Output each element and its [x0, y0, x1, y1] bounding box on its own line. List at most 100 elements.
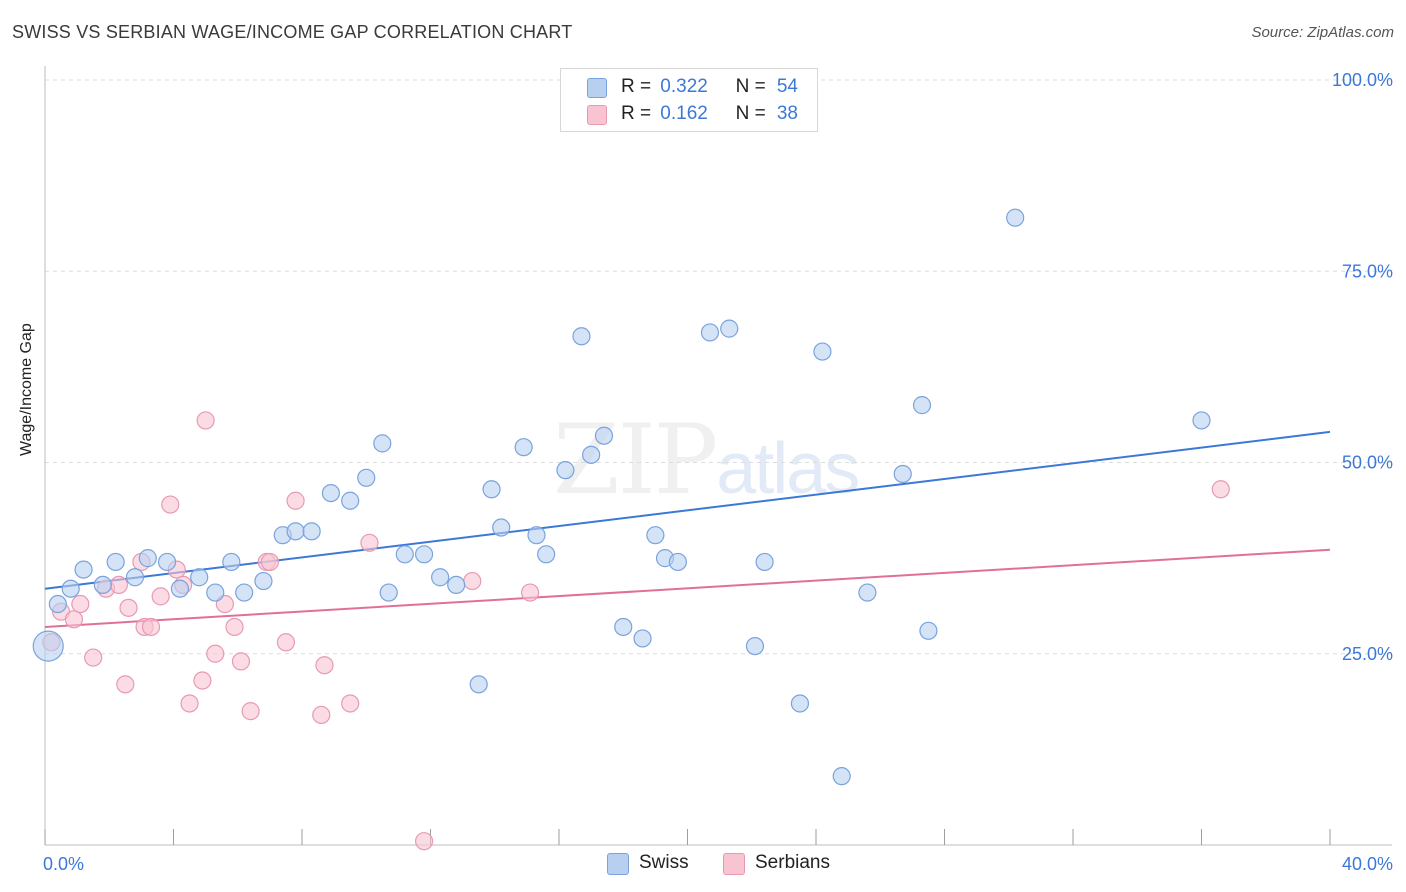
- point-serbians: [161, 495, 180, 514]
- legend-label-swiss: Swiss: [639, 852, 689, 873]
- watermark-zip: ZIP: [553, 404, 718, 516]
- axes: [44, 66, 1392, 846]
- point-swiss: [912, 396, 932, 415]
- point-swiss: [668, 552, 687, 572]
- point-swiss: [414, 545, 434, 564]
- n-label: N =: [735, 103, 766, 124]
- point-serbians: [206, 644, 225, 663]
- chart-title: SWISS VS SERBIAN WAGE/INCOME GAP CORRELA…: [12, 22, 573, 42]
- point-swiss: [190, 568, 209, 587]
- point-swiss: [206, 583, 225, 602]
- point-serbians: [225, 617, 244, 637]
- y-tick-label: 25.0%: [1342, 644, 1393, 664]
- point-serbians: [116, 675, 135, 694]
- point-swiss: [61, 579, 80, 598]
- point-serbians: [315, 656, 334, 675]
- point-swiss: [302, 522, 321, 541]
- point-serbians: [119, 598, 138, 617]
- point-swiss: [469, 675, 488, 694]
- point-serbians: [196, 411, 215, 430]
- point-swiss: [254, 571, 273, 591]
- y-tick-label: 75.0%: [1342, 261, 1393, 281]
- point-serbians: [151, 587, 170, 606]
- point-swiss: [832, 767, 851, 786]
- point-swiss: [813, 342, 832, 361]
- n-value: 38: [776, 103, 798, 124]
- y-axis-label: Wage/Income Gap: [18, 323, 35, 456]
- point-serbians: [414, 832, 434, 851]
- point-swiss: [755, 552, 774, 572]
- serbians-swatch: [723, 853, 745, 875]
- point-serbians: [312, 705, 331, 725]
- point-swiss: [594, 426, 614, 445]
- point-serbians: [231, 652, 251, 671]
- point-serbians: [360, 533, 379, 552]
- point-swiss: [157, 552, 177, 572]
- point-swiss: [745, 636, 765, 656]
- point-swiss: [373, 434, 392, 453]
- point-serbians: [193, 671, 212, 690]
- point-serbians: [463, 571, 482, 591]
- point-swiss: [537, 545, 556, 564]
- legend-label-serbians: Serbians: [755, 852, 830, 873]
- data-points: [32, 208, 1230, 851]
- serbians-swatch: [587, 105, 607, 125]
- point-serbians: [241, 702, 260, 721]
- point-swiss: [341, 491, 360, 510]
- swiss-swatch: [587, 78, 607, 98]
- point-serbians: [64, 610, 84, 629]
- point-serbians: [109, 575, 128, 595]
- tick-labels: 25.0% 50.0% 75.0% 100.0% 0.0% 40.0%: [43, 70, 1393, 874]
- n-label: N =: [735, 76, 766, 97]
- point-swiss: [1192, 411, 1211, 430]
- point-swiss: [235, 583, 254, 602]
- point-swiss: [1006, 208, 1025, 227]
- point-swiss: [790, 694, 810, 713]
- point-swiss: [286, 522, 305, 541]
- point-swiss: [170, 579, 190, 598]
- point-swiss: [32, 630, 64, 662]
- point-swiss: [482, 480, 501, 499]
- point-swiss: [125, 568, 145, 587]
- point-swiss: [720, 319, 739, 338]
- watermark-atlas: atlas: [716, 429, 860, 509]
- swiss-swatch: [607, 853, 629, 875]
- point-swiss: [222, 552, 241, 572]
- point-swiss: [858, 583, 877, 602]
- point-serbians: [276, 633, 296, 652]
- point-swiss: [447, 575, 466, 595]
- point-serbians: [260, 552, 279, 572]
- point-swiss: [106, 552, 125, 572]
- point-serbians: [84, 648, 103, 667]
- x-tick-label: 0.0%: [43, 854, 84, 874]
- point-serbians: [520, 583, 540, 602]
- point-swiss: [48, 594, 67, 614]
- point-swiss: [614, 617, 633, 637]
- y-tick-label: 50.0%: [1342, 453, 1393, 473]
- point-serbians: [141, 617, 161, 637]
- point-swiss: [527, 526, 546, 545]
- point-swiss: [572, 327, 591, 346]
- point-swiss: [919, 621, 938, 640]
- source-label: Source: ZipAtlas.com: [1251, 24, 1394, 41]
- point-serbians: [71, 594, 90, 614]
- point-swiss: [395, 545, 414, 564]
- point-swiss: [633, 629, 652, 648]
- point-swiss: [492, 518, 511, 537]
- point-swiss: [321, 484, 341, 503]
- point-swiss: [431, 568, 450, 587]
- point-serbians: [286, 491, 305, 510]
- point-swiss: [514, 438, 533, 457]
- r-value: 0.322: [660, 76, 708, 97]
- point-swiss: [556, 461, 575, 480]
- point-swiss: [700, 323, 720, 342]
- point-serbians: [341, 694, 360, 713]
- x-tick-label: 40.0%: [1342, 854, 1393, 874]
- point-swiss: [893, 464, 912, 484]
- point-serbians: [180, 694, 199, 713]
- point-swiss: [74, 560, 93, 579]
- point-swiss: [138, 549, 157, 568]
- point-swiss: [93, 575, 112, 595]
- trend-line-serbians: [44, 548, 1331, 628]
- point-swiss: [646, 526, 665, 545]
